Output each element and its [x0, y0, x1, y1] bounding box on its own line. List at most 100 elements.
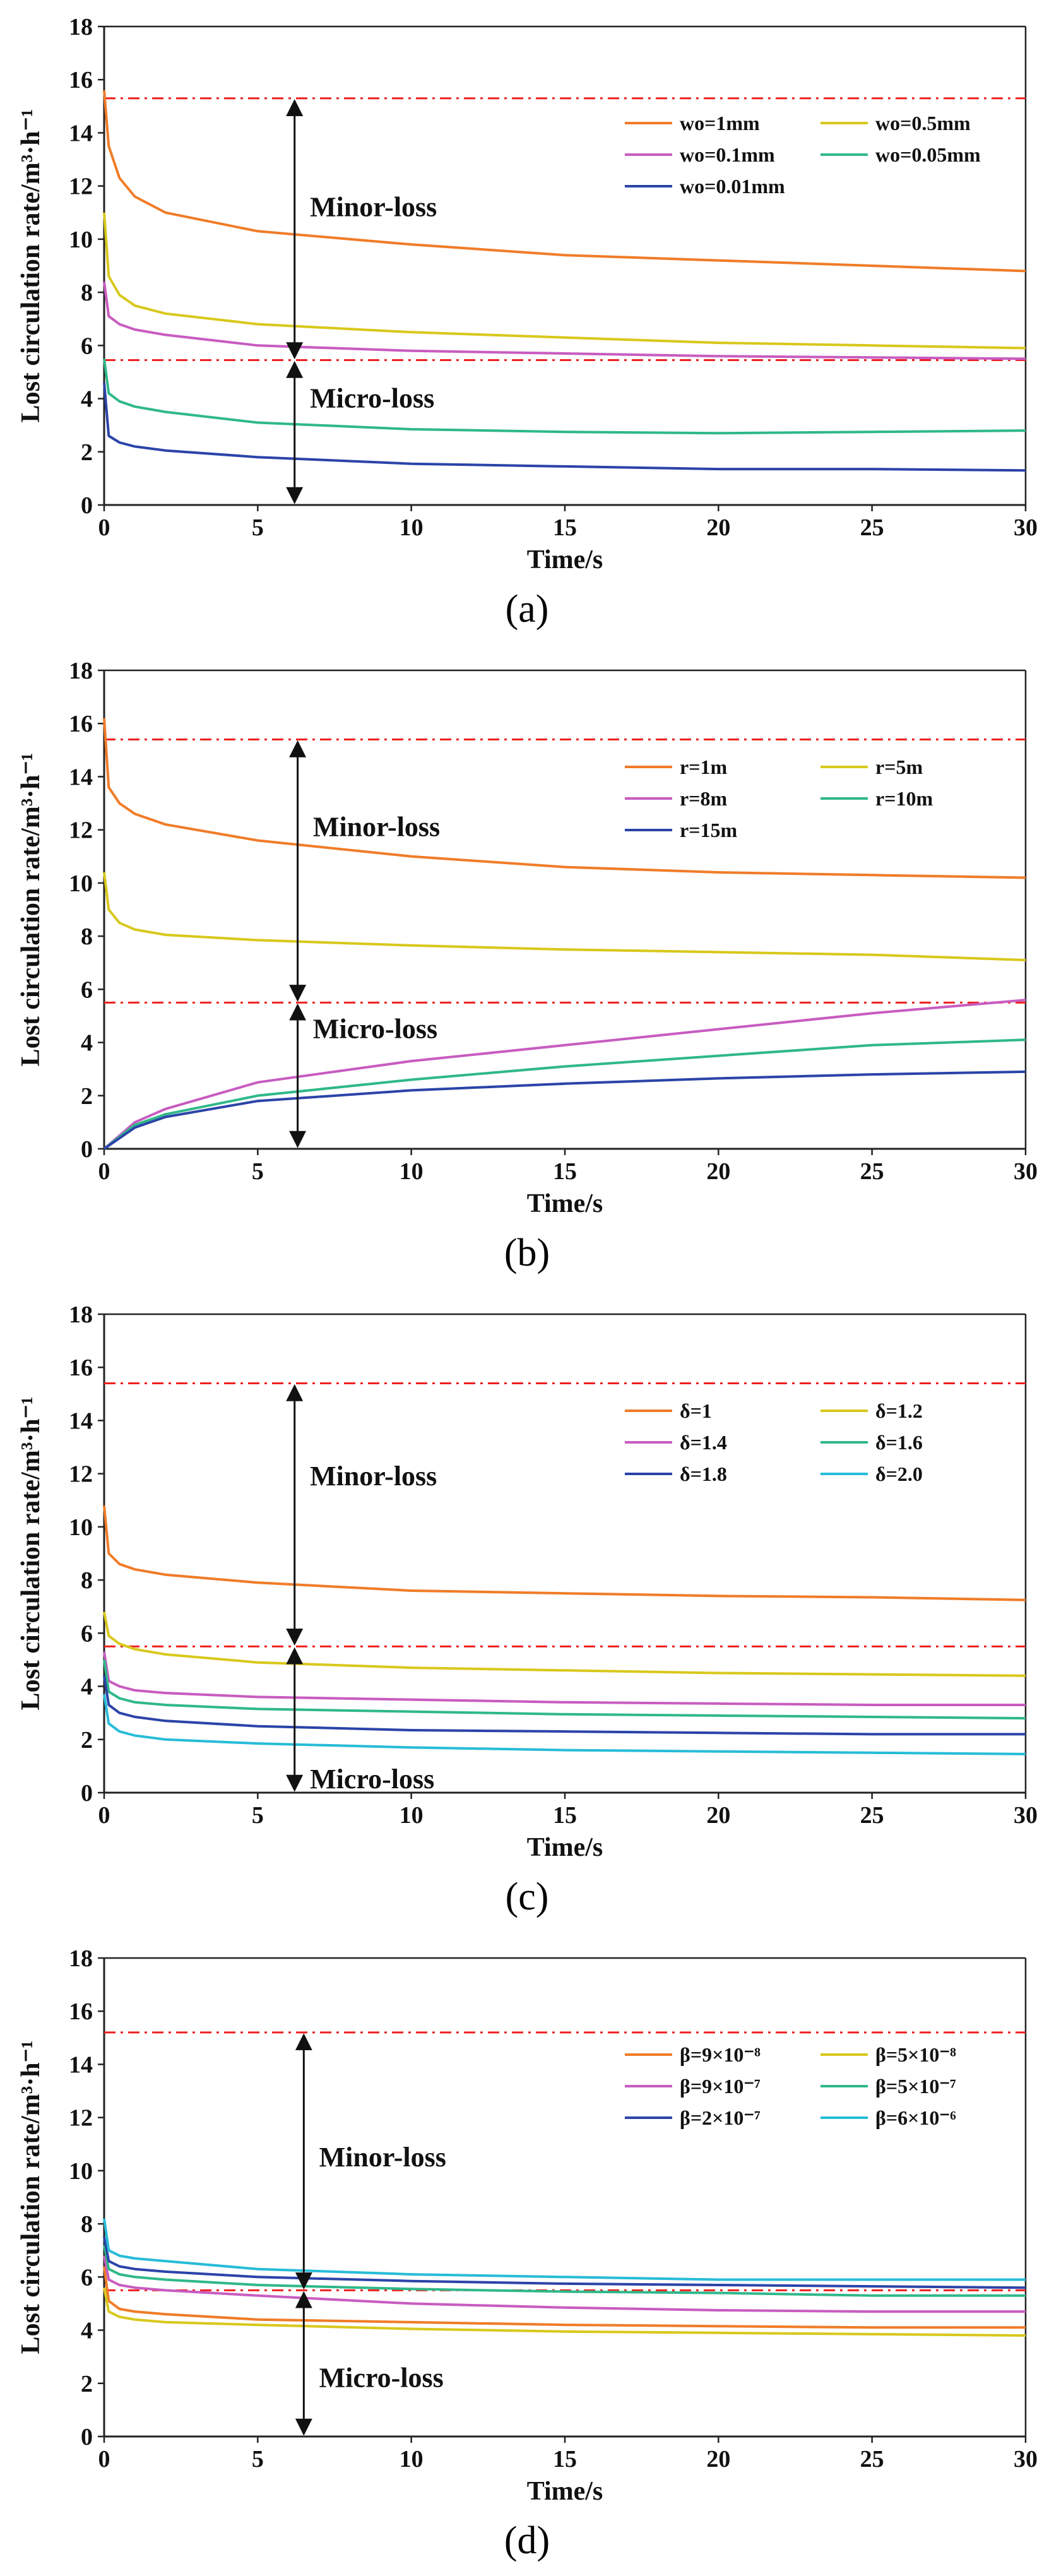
series-line — [103, 1505, 1026, 1601]
series-line — [103, 2255, 1026, 2313]
x-tick-label: 10 — [400, 1158, 423, 1185]
legend-label: δ=2.0 — [875, 1463, 923, 1485]
y-tick-label: 8 — [81, 923, 93, 950]
legend-label: r=8m — [680, 787, 727, 810]
x-tick-label: 10 — [400, 514, 423, 541]
chart-a: 0 2 4 6 8 10 12 14 16 18 0 5 10 15 20 25 30 Time/s Lost ci… — [16, 14, 1038, 631]
series-line — [103, 872, 1026, 961]
series-line — [103, 2218, 1026, 2281]
series-line — [103, 2266, 1026, 2329]
x-tick-label: 10 — [400, 2446, 423, 2472]
series-line — [103, 90, 1026, 273]
x-tick-label: 15 — [553, 1802, 577, 1829]
legend-label: δ=1.8 — [680, 1463, 727, 1485]
y-tick-label: 16 — [69, 1355, 93, 1381]
series-line — [103, 2287, 1026, 2337]
y-tick-label: 4 — [81, 1030, 93, 1057]
y-tick-label: 14 — [69, 1408, 93, 1434]
legend-label: wo=0.05mm — [875, 143, 981, 166]
y-axis-title: Lost circulation rate/m³·h⁻¹ — [16, 753, 45, 1067]
y-tick-label: 10 — [69, 227, 93, 253]
legend-label: r=5m — [875, 756, 923, 778]
x-tick-label: 30 — [1014, 1158, 1038, 1185]
y-tick-label: 0 — [81, 1136, 93, 1163]
legend-label: β=2×10⁻⁷ — [680, 2106, 761, 2129]
x-tick-label: 25 — [860, 514, 884, 541]
y-tick-label: 18 — [69, 658, 93, 684]
y-tick-label: 18 — [69, 1302, 93, 1328]
minor-loss-label: Minor-loss — [310, 1461, 437, 1492]
x-tick-label: 20 — [706, 1158, 730, 1185]
y-tick-label: 14 — [69, 2051, 93, 2078]
y-axis-title: Lost circulation rate/m³·h⁻¹ — [16, 1397, 45, 1711]
legend-label: β=9×10⁻⁸ — [680, 2043, 761, 2066]
series-line — [103, 1651, 1026, 1706]
series-line — [103, 999, 1026, 1150]
y-tick-label: 2 — [81, 1727, 93, 1754]
x-tick-label: 0 — [98, 514, 110, 541]
legend-label: r=15m — [680, 819, 737, 841]
legend-label: δ=1.4 — [680, 1431, 727, 1454]
legend-label: δ=1 — [680, 1399, 712, 1422]
x-tick-label: 5 — [252, 1802, 264, 1829]
series-line — [103, 1675, 1026, 1736]
x-axis-title: Time/s — [527, 2477, 603, 2506]
x-tick-label: 20 — [706, 2446, 730, 2472]
legend-label: β=5×10⁻⁷ — [875, 2075, 956, 2098]
minor-loss-label: Minor-loss — [319, 2142, 446, 2173]
y-tick-label: 10 — [69, 870, 93, 897]
y-tick-label: 12 — [69, 2105, 93, 2132]
y-tick-label: 6 — [81, 2264, 93, 2291]
legend-label: wo=0.01mm — [680, 175, 785, 198]
series-line — [103, 359, 1026, 435]
y-tick-label: 6 — [81, 976, 93, 1003]
x-tick-label: 0 — [98, 2446, 110, 2472]
series-line — [103, 212, 1026, 350]
minor-loss-label: Minor-loss — [313, 811, 440, 842]
y-tick-label: 6 — [81, 333, 93, 359]
y-tick-label: 12 — [69, 174, 93, 200]
micro-loss-label: Micro-loss — [310, 383, 434, 414]
y-tick-label: 4 — [81, 2318, 93, 2344]
y-tick-label: 12 — [69, 1461, 93, 1488]
series-line — [103, 1611, 1026, 1677]
series-line — [103, 282, 1026, 360]
y-tick-label: 6 — [81, 1620, 93, 1647]
y-tick-label: 16 — [69, 1998, 93, 2025]
series-line — [103, 1038, 1026, 1150]
series-line — [103, 2236, 1026, 2289]
y-axis-title: Lost circulation rate/m³·h⁻¹ — [16, 109, 45, 423]
x-axis-title: Time/s — [527, 1189, 603, 1218]
panel-caption: (d) — [504, 2519, 550, 2562]
x-tick-label: 20 — [706, 514, 730, 541]
x-tick-label: 15 — [553, 1158, 577, 1185]
micro-loss-label: Micro-loss — [313, 1014, 437, 1045]
y-axis-title: Lost circulation rate/m³·h⁻¹ — [16, 2041, 45, 2354]
x-tick-label: 30 — [1014, 1802, 1038, 1829]
x-tick-label: 0 — [98, 1158, 110, 1185]
y-tick-label: 0 — [81, 2424, 93, 2450]
panel-caption: (c) — [506, 1875, 549, 1918]
micro-loss-label: Micro-loss — [310, 1764, 434, 1795]
legend-label: δ=1.2 — [875, 1399, 923, 1422]
panel-caption: (a) — [506, 588, 549, 631]
y-tick-label: 10 — [69, 1514, 93, 1541]
x-tick-label: 15 — [553, 514, 577, 541]
panel-d: 0 2 4 6 8 10 12 14 16 18 0 5 10 15 20 25 30 Time/s Lost ci… — [0, 1932, 1054, 2575]
x-tick-label: 25 — [860, 1158, 884, 1185]
panel-c: 0 2 4 6 8 10 12 14 16 18 0 5 10 15 20 25 30 Time/s Lost ci… — [0, 1288, 1054, 1932]
panel-a: 0 2 4 6 8 10 12 14 16 18 0 5 10 15 20 25 30 Time/s Lost ci… — [0, 0, 1054, 644]
panel-b: 0 2 4 6 8 10 12 14 16 18 0 5 10 15 20 25 30 Time/s Lost ci… — [0, 644, 1054, 1288]
y-tick-label: 12 — [69, 817, 93, 844]
series-line — [103, 2245, 1026, 2297]
y-tick-label: 0 — [81, 1780, 93, 1807]
y-tick-label: 4 — [81, 386, 93, 413]
y-tick-label: 16 — [69, 711, 93, 737]
x-tick-label: 0 — [98, 1802, 110, 1829]
y-tick-label: 18 — [69, 14, 93, 40]
y-tick-label: 8 — [81, 2211, 93, 2238]
x-tick-label: 20 — [706, 1802, 730, 1829]
y-tick-label: 18 — [69, 1945, 93, 1972]
y-tick-label: 16 — [69, 67, 93, 93]
